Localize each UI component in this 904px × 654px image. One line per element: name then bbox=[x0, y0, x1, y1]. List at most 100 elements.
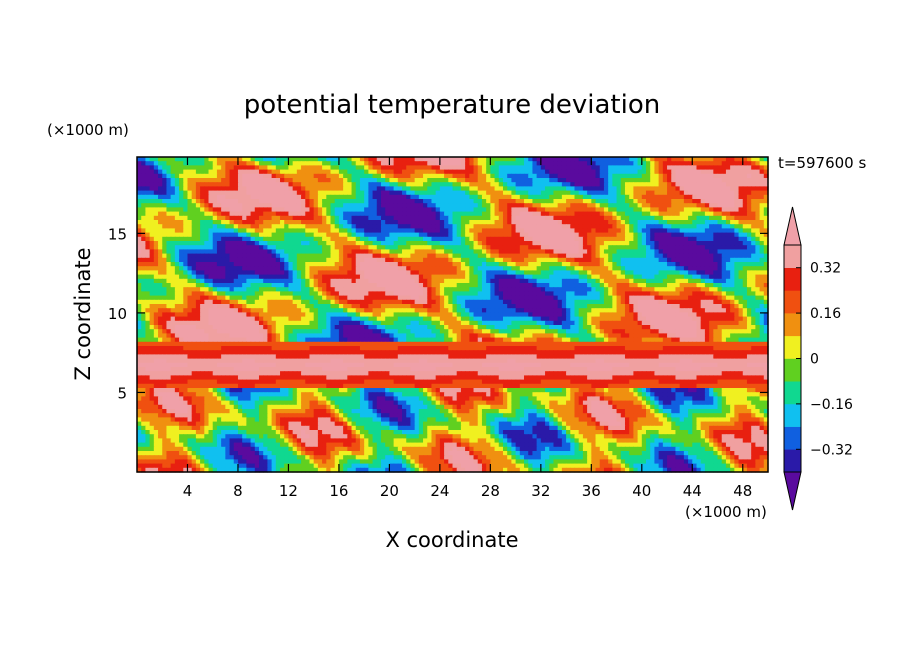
contour-cell bbox=[658, 283, 664, 288]
contour-cell bbox=[620, 199, 626, 204]
contour-cell bbox=[216, 253, 222, 259]
contour-cell bbox=[452, 207, 458, 213]
contour-cell bbox=[549, 173, 555, 179]
contour-cell bbox=[536, 249, 542, 255]
contour-cell bbox=[532, 228, 538, 234]
contour-cell bbox=[372, 232, 378, 238]
contour-cell bbox=[557, 182, 563, 187]
contour-cell bbox=[410, 274, 416, 280]
contour-cell bbox=[688, 211, 693, 217]
contour-cell bbox=[187, 199, 193, 204]
contour-cell bbox=[271, 266, 277, 271]
contour-cell bbox=[502, 266, 508, 271]
contour-cell bbox=[608, 278, 613, 284]
contour-cell bbox=[385, 228, 390, 234]
contour-cell bbox=[524, 215, 529, 221]
contour-cell bbox=[427, 228, 433, 234]
contour-cell bbox=[418, 291, 424, 297]
contour-cell bbox=[292, 161, 298, 166]
contour-cell bbox=[738, 291, 744, 297]
contour-cell bbox=[393, 161, 399, 166]
contour-cell bbox=[267, 224, 273, 229]
contour-cell bbox=[612, 173, 618, 179]
contour-cell bbox=[221, 157, 226, 162]
contour-cell bbox=[646, 257, 651, 263]
contour-cell bbox=[595, 236, 601, 242]
contour-cell bbox=[540, 266, 546, 271]
contour-cell bbox=[355, 199, 361, 204]
contour-cell bbox=[439, 161, 445, 166]
contour-cell bbox=[179, 224, 184, 229]
contour-cell bbox=[738, 278, 744, 284]
contour-cell bbox=[595, 199, 601, 204]
contour-cell bbox=[334, 224, 340, 229]
contour-cell bbox=[549, 262, 555, 267]
contour-cell bbox=[721, 220, 727, 225]
contour-cell bbox=[734, 186, 740, 192]
contour-cell bbox=[469, 186, 475, 192]
contour-cell bbox=[414, 165, 420, 171]
contour-cell bbox=[578, 194, 584, 200]
contour-cell bbox=[465, 199, 470, 204]
contour-cell bbox=[376, 241, 382, 246]
contour-cell bbox=[385, 283, 390, 288]
contour-cell bbox=[221, 274, 226, 280]
contour-cell bbox=[473, 249, 479, 255]
contour-cell bbox=[141, 253, 147, 259]
contour-cell bbox=[700, 220, 706, 225]
contour-cell bbox=[237, 295, 243, 301]
contour-cell bbox=[658, 207, 664, 213]
contour-cell bbox=[524, 182, 529, 187]
contour-cell bbox=[553, 283, 559, 288]
contour-cell bbox=[717, 215, 723, 221]
contour-cell bbox=[667, 262, 672, 267]
contour-cell bbox=[755, 232, 761, 238]
contour-cell bbox=[322, 194, 327, 200]
contour-cell bbox=[688, 262, 693, 267]
contour-cell bbox=[204, 241, 210, 246]
contour-cell bbox=[637, 178, 643, 183]
contour-cell bbox=[191, 236, 197, 242]
contour-cell bbox=[284, 287, 290, 292]
contour-cell bbox=[578, 253, 584, 259]
contour-cell bbox=[725, 165, 731, 171]
contour-cell bbox=[338, 182, 344, 187]
contour-cell bbox=[616, 173, 622, 179]
contour-cell bbox=[322, 182, 327, 187]
contour-cell bbox=[402, 278, 407, 284]
contour-cell bbox=[187, 215, 193, 221]
contour-cell bbox=[288, 182, 294, 187]
contour-cell bbox=[326, 274, 332, 280]
contour-cell bbox=[536, 190, 542, 196]
contour-cell bbox=[246, 199, 252, 204]
contour-cell bbox=[187, 194, 193, 200]
contour-cell bbox=[738, 245, 744, 250]
contour-cell bbox=[713, 207, 719, 213]
contour-cell bbox=[292, 249, 298, 255]
contour-cell bbox=[141, 274, 147, 280]
contour-cell bbox=[490, 228, 496, 234]
contour-cell bbox=[229, 186, 235, 192]
contour-cell bbox=[288, 236, 294, 242]
contour-cell bbox=[153, 207, 159, 213]
contour-cell bbox=[704, 274, 710, 280]
contour-cell bbox=[746, 245, 752, 250]
contour-cell bbox=[153, 266, 159, 271]
contour-cell bbox=[179, 266, 184, 271]
contour-cell bbox=[204, 173, 210, 179]
contour-cell bbox=[498, 245, 504, 250]
contour-cell bbox=[498, 161, 504, 166]
contour-cell bbox=[166, 190, 172, 196]
contour-cell bbox=[545, 173, 550, 179]
contour-cell bbox=[549, 211, 555, 217]
contour-cell bbox=[380, 262, 386, 267]
contour-cell bbox=[561, 203, 567, 208]
contour-cell bbox=[730, 199, 735, 204]
contour-cell bbox=[713, 274, 719, 280]
contour-cell bbox=[280, 274, 285, 280]
contour-cell bbox=[237, 165, 243, 171]
contour-cell bbox=[511, 165, 517, 171]
contour-cell bbox=[149, 203, 155, 208]
contour-cell bbox=[465, 215, 470, 221]
contour-cell bbox=[763, 245, 769, 250]
